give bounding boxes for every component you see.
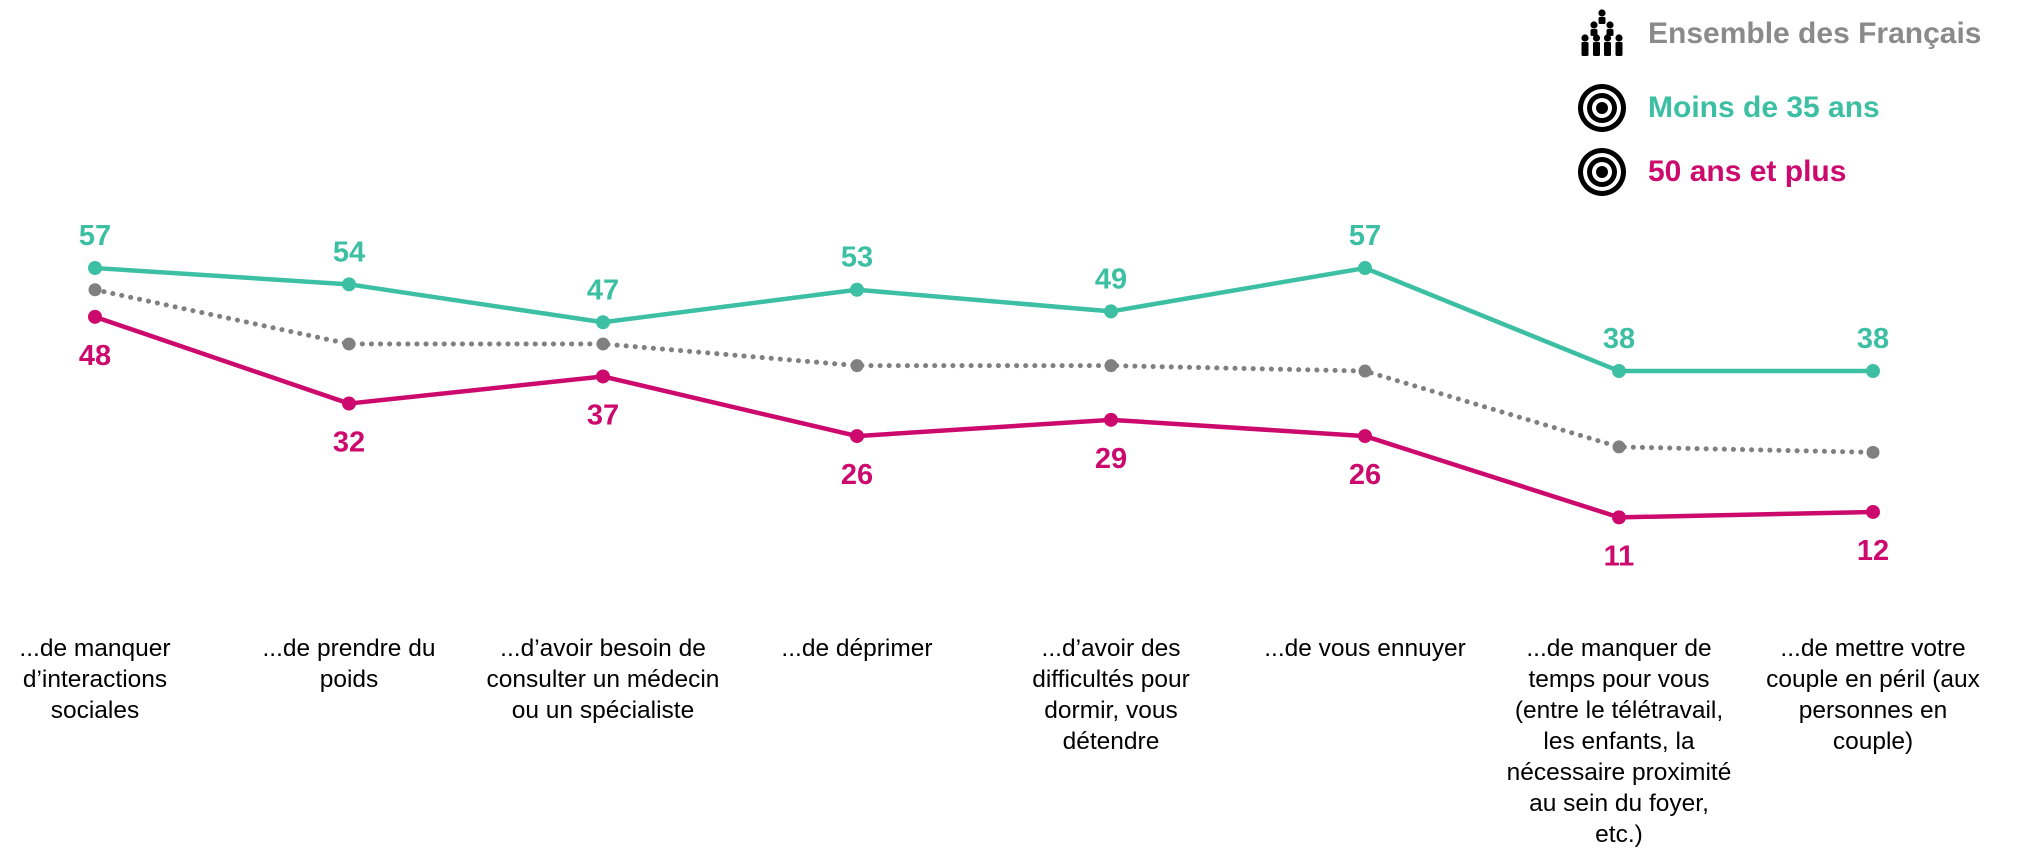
series-points <box>88 261 1880 525</box>
data-point <box>342 337 356 351</box>
series-line-0 <box>92 287 1876 455</box>
data-point <box>1104 304 1118 319</box>
data-point <box>850 359 864 373</box>
data-label: 48 <box>79 340 111 372</box>
data-label: 32 <box>333 427 365 459</box>
category-label: ...de manquer d’interactions sociales <box>0 633 220 726</box>
data-point <box>88 283 102 297</box>
data-label: 11 <box>1604 540 1635 572</box>
category-label-line: etc.) <box>1595 821 1643 848</box>
data-point <box>850 429 864 444</box>
category-label-line: ...de manquer de <box>1526 635 1712 662</box>
category-label-line: sociales <box>50 697 140 724</box>
category-label: ...de manquer de temps pour vous (entre le… <box>1494 633 1744 850</box>
category-label-line: temps pour vous <box>1528 666 1710 693</box>
category-label-line: personnes en <box>1798 697 1948 724</box>
target-icon <box>1576 146 1628 198</box>
category-label: ...de déprimer <box>732 633 982 664</box>
category-label-line: ...de déprimer <box>781 635 933 662</box>
data-point <box>1358 364 1372 378</box>
category-label-line: ...de mettre votre <box>1780 635 1966 662</box>
category-label-line: ...d’avoir besoin de <box>500 635 706 662</box>
category-label: ...de prendre du poids <box>224 633 474 695</box>
data-label: 49 <box>1095 263 1127 295</box>
data-point <box>1104 359 1118 373</box>
data-label: 38 <box>1603 323 1635 355</box>
data-label: 54 <box>333 236 365 268</box>
data-point <box>88 309 102 324</box>
category-label: ...d’avoir des difficultés pour dormir, vo… <box>986 633 1236 757</box>
category-label-line: les enfants, la <box>1543 728 1695 755</box>
category-label-line: ...de vous ennuyer <box>1264 635 1466 662</box>
series-lines <box>92 265 1876 520</box>
category-label-line: détendre <box>1062 728 1160 755</box>
legend-item-moins-35: Moins de 35 ans <box>1576 82 1880 134</box>
data-label: 53 <box>841 242 873 274</box>
data-point <box>1612 510 1626 525</box>
data-label: 57 <box>1349 220 1381 252</box>
category-label-line: d’interactions <box>22 666 168 693</box>
category-label: ...d’avoir besoin de consulter un médecin… <box>478 633 728 726</box>
category-label-line: couple) <box>1832 728 1914 755</box>
data-label: 26 <box>1349 459 1381 491</box>
category-label-line: (entre le télétravail, <box>1514 697 1724 724</box>
data-point <box>342 396 356 411</box>
category-label: ...de mettre votre couple en péril (aux pe… <box>1748 633 1998 757</box>
category-label-line: consulter un médecin <box>486 666 720 693</box>
data-label: 37 <box>587 399 619 431</box>
data-label: 47 <box>587 274 619 306</box>
category-label-line: difficultés pour <box>1032 666 1190 693</box>
data-point <box>850 282 864 297</box>
category-label-line: couple en péril (aux <box>1766 666 1980 693</box>
data-point <box>1358 261 1372 276</box>
people-group-icon <box>1576 8 1628 60</box>
data-point <box>596 369 610 384</box>
category-label-line: ...d’avoir des <box>1041 635 1181 662</box>
data-point <box>596 337 610 351</box>
data-point <box>1104 412 1118 427</box>
legend-label-50-plus: 50 ans et plus <box>1648 155 1847 188</box>
category-label: ...de vous ennuyer <box>1240 633 1490 664</box>
category-label-line: poids <box>319 666 379 693</box>
data-labels: 57 54 47 53 49 57 38 38 48 32 37 26 29 26 11 12 <box>79 220 1889 572</box>
data-point <box>1358 429 1372 444</box>
data-point <box>1612 364 1626 379</box>
category-label-line: ...de manquer <box>19 635 171 662</box>
data-label: 12 <box>1857 535 1889 567</box>
category-label-line: nécessaire proximité <box>1506 759 1732 786</box>
data-label: 26 <box>841 459 873 491</box>
data-point <box>1866 445 1880 459</box>
category-label-line: ou un spécialiste <box>511 697 695 724</box>
series-line-1 <box>94 265 1873 374</box>
data-point <box>342 277 356 292</box>
category-label-line: dormir, vous <box>1044 697 1178 724</box>
data-point <box>1866 364 1880 379</box>
legend-item-50-plus: 50 ans et plus <box>1576 146 1846 198</box>
target-icon <box>1576 82 1628 134</box>
category-label-line: au sein du foyer, <box>1529 790 1709 817</box>
category-label-line: ...de prendre du <box>262 635 436 662</box>
data-point <box>88 261 102 276</box>
data-point <box>1866 504 1880 519</box>
legend-label-ensemble: Ensemble des Français <box>1648 17 1982 50</box>
data-point <box>1612 440 1626 454</box>
legend-item-ensemble: Ensemble des Français <box>1576 8 1982 60</box>
data-label: 57 <box>79 220 111 252</box>
series-line-2 <box>94 314 1874 520</box>
legend-label-moins-35: Moins de 35 ans <box>1648 91 1880 124</box>
data-point <box>596 315 610 330</box>
data-label: 38 <box>1857 323 1889 355</box>
data-label: 29 <box>1095 443 1127 475</box>
